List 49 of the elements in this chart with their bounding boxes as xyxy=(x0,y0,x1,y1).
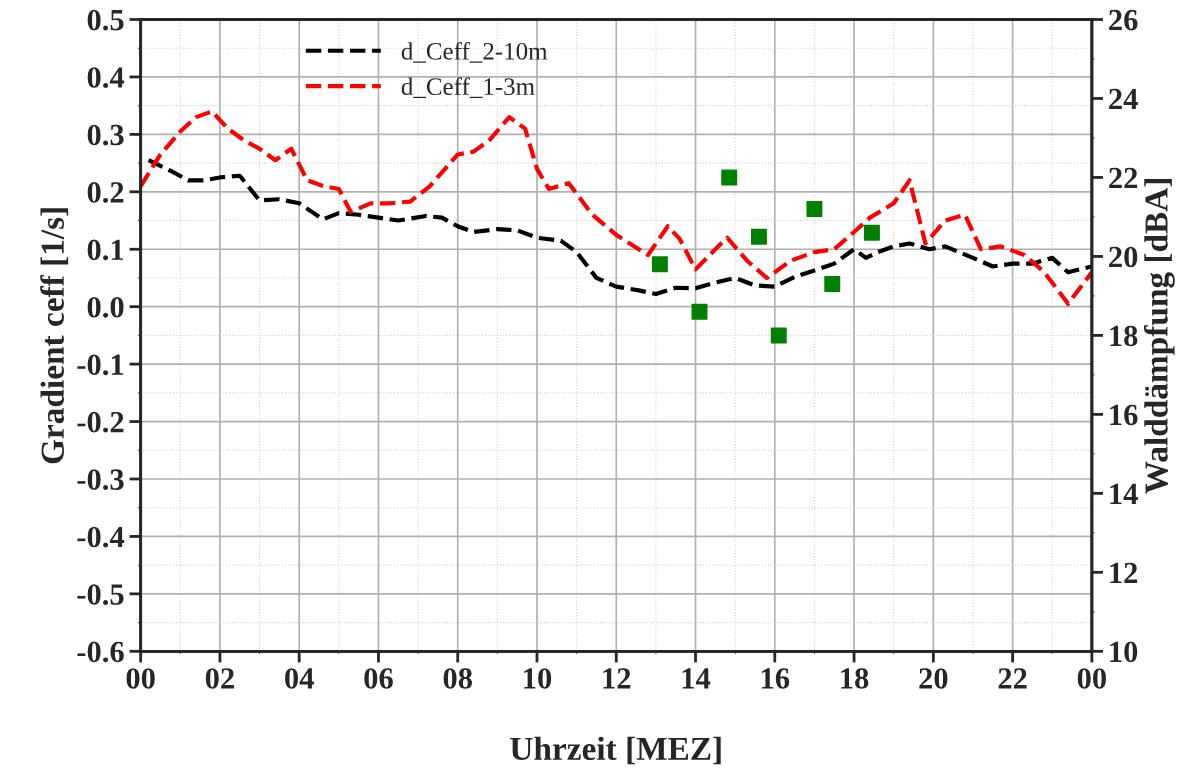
x-tick-label: 10 xyxy=(524,668,552,689)
y-tick-label: -0.2 xyxy=(77,411,124,433)
x-tick-label: 22 xyxy=(998,668,1027,689)
y-tick-label: 0.5 xyxy=(87,9,124,31)
y-tick-label: -0.3 xyxy=(77,469,124,491)
point xyxy=(651,256,668,273)
x-tick-label: 06 xyxy=(364,668,393,689)
y2-tick-label: 26 xyxy=(1109,9,1138,31)
point xyxy=(863,224,880,241)
y2-tick-label: 14 xyxy=(1110,483,1138,504)
x-tick-label: 16 xyxy=(761,668,790,689)
y-tick-label: 0.0 xyxy=(87,296,124,318)
x-axis-title: Uhrzeit [MEZ] xyxy=(510,736,721,765)
y2-tick-label: 22 xyxy=(1109,167,1138,189)
y-tick-label: 0.1 xyxy=(87,239,124,261)
x-tick-label: 20 xyxy=(919,668,948,689)
y2-tick-label: 12 xyxy=(1110,562,1138,583)
point xyxy=(770,327,787,344)
y-tick-label: 0.3 xyxy=(87,124,124,146)
y-tick-label: -0.6 xyxy=(77,641,124,663)
y-axis-title: Gradient ceff [1/s] xyxy=(40,208,69,464)
point xyxy=(721,169,738,186)
y2-axis-title: Walddämpfung [dBA] xyxy=(1143,179,1175,494)
y-tick-label: 0.4 xyxy=(87,67,125,88)
legend-label: d_Ceff_1-3m xyxy=(401,77,535,99)
x-tick-label: 12 xyxy=(603,668,631,689)
y-tick-label: 0.2 xyxy=(87,182,124,203)
point xyxy=(691,303,708,320)
x-tick-label: 14 xyxy=(682,668,711,689)
legend-label: d_Ceff_2-10m xyxy=(401,41,548,63)
x-tick-label: 08 xyxy=(443,668,472,689)
x-tick-label: 04 xyxy=(285,668,314,689)
point xyxy=(824,276,841,293)
y2-tick-label: 18 xyxy=(1110,325,1138,347)
y-tick-label: -0.4 xyxy=(77,526,125,548)
x-tick-label: 02 xyxy=(205,668,234,689)
line-series xyxy=(140,109,1092,306)
point xyxy=(806,201,823,218)
x-tick-label: 00 xyxy=(126,668,155,689)
y2-tick-label: 20 xyxy=(1109,246,1138,268)
y2-tick-label: 24 xyxy=(1109,88,1138,110)
point xyxy=(750,228,767,245)
line-series xyxy=(146,158,1092,297)
y-tick-label: -0.1 xyxy=(77,354,124,376)
x-tick-label: 00 xyxy=(1077,668,1106,689)
y2-tick-label: 10 xyxy=(1110,641,1138,663)
y2-tick-label: 16 xyxy=(1110,404,1138,426)
x-tick-label: 18 xyxy=(841,668,869,689)
y-tick-label: -0.5 xyxy=(77,584,124,605)
